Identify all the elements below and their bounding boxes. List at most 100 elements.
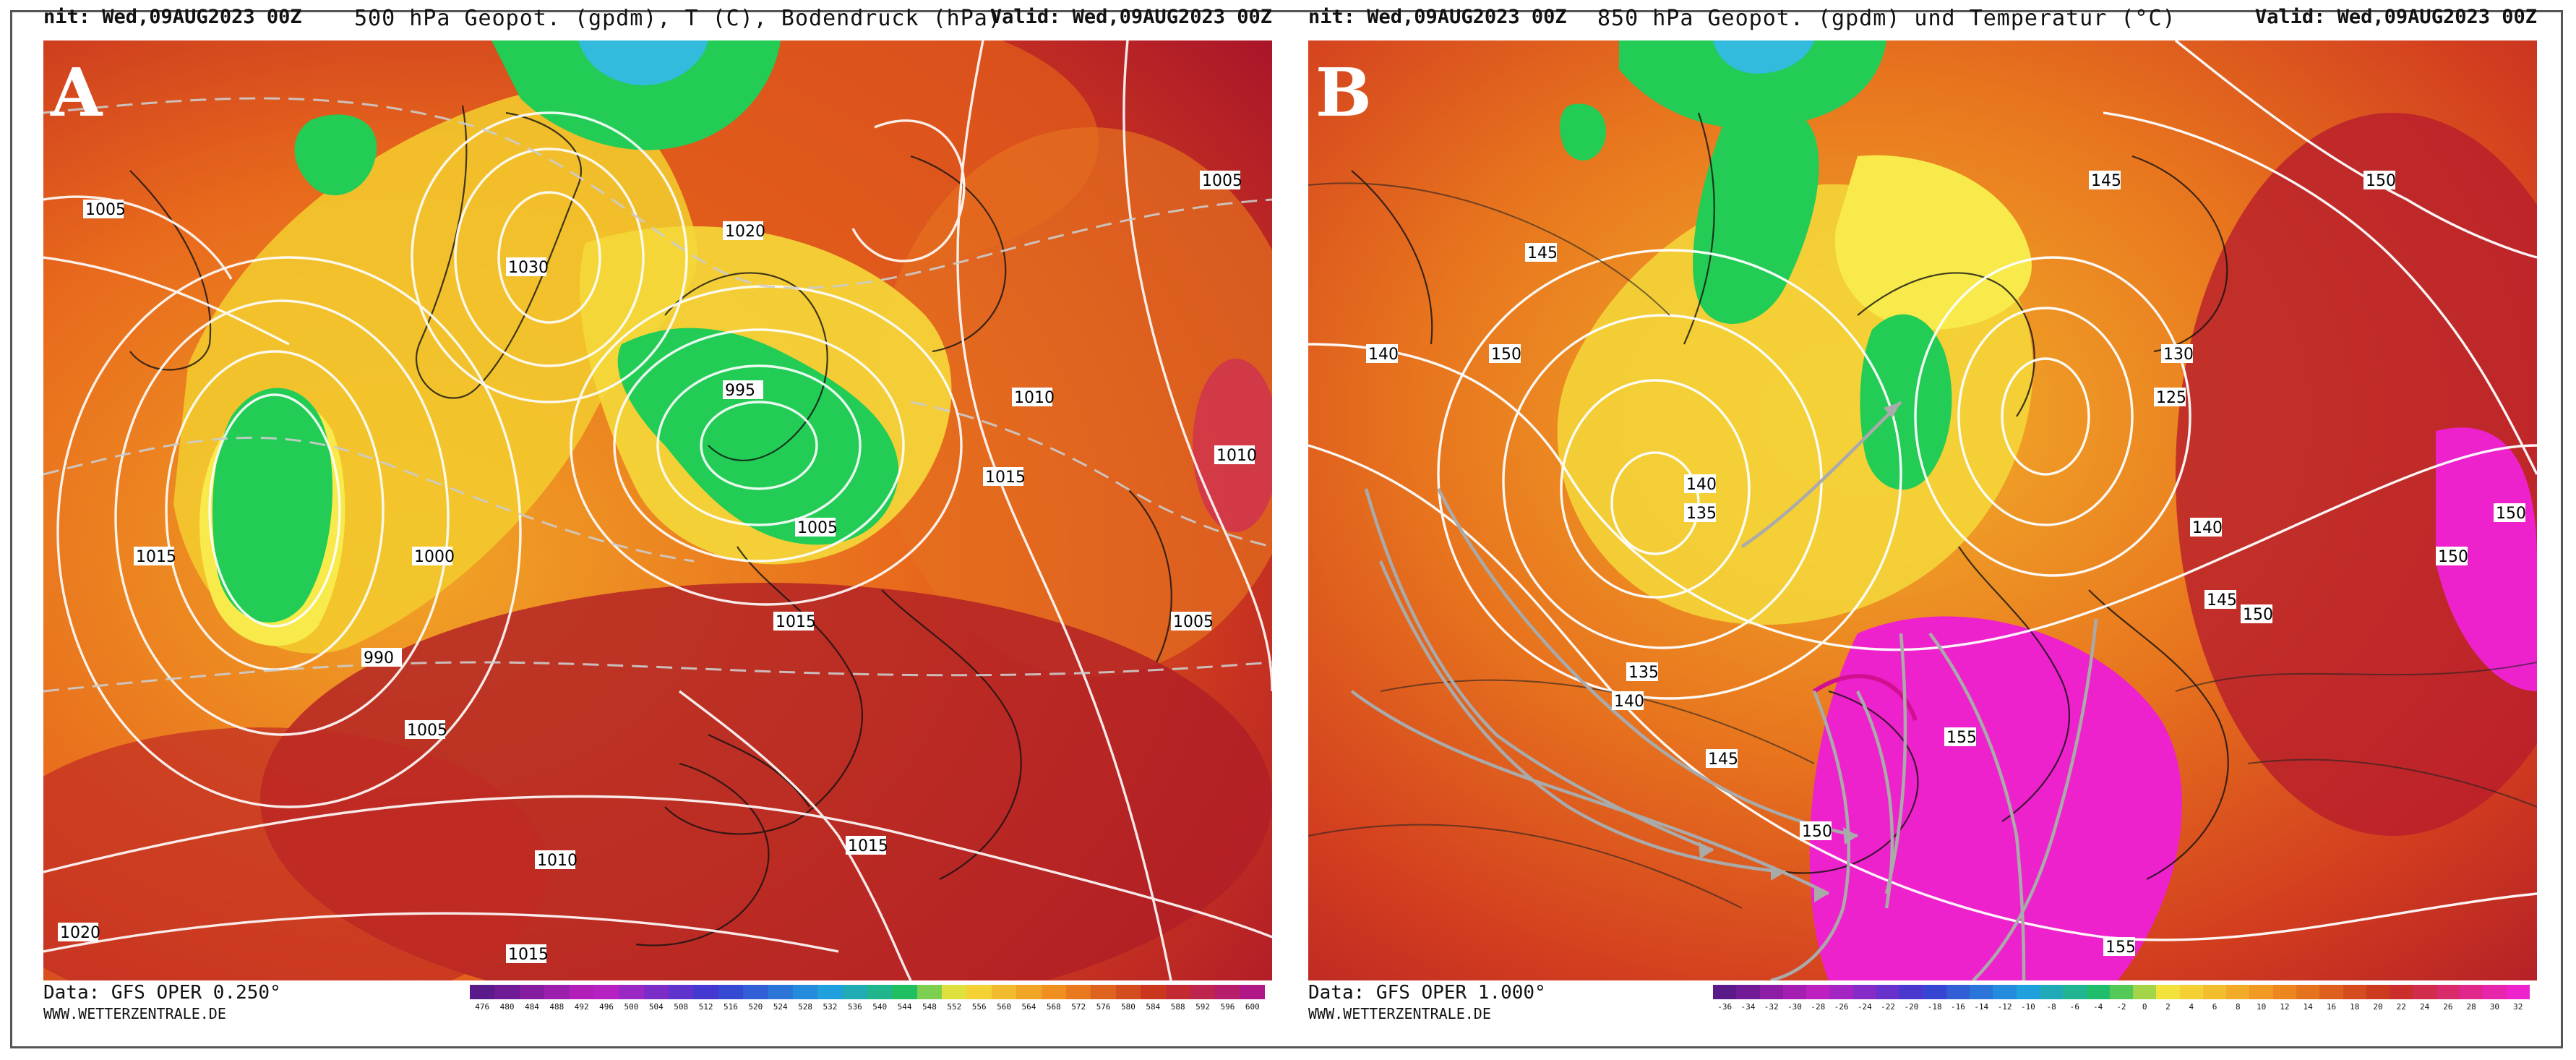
colorbar-swatch (743, 985, 768, 999)
colorbar-swatch (1713, 985, 1737, 999)
weather-map-500hpa: 1015 1005 1000 990 1005 1010 1015 1030 9… (43, 40, 1272, 980)
coastlines (129, 105, 1172, 946)
panel-b-footer: Data: GFS OPER 1.000° WWW.WETTERZENTRALE… (1308, 980, 2537, 1024)
colorbar-a-ticks: 476 480 484 488 492 496 500 504 508 512 516 520 524 5… (470, 1002, 1265, 1012)
cold-pool-arctic (491, 40, 781, 150)
panel-b: nit: Wed,09AUG2023 00Z 850 hPa Geopot. (… (1308, 6, 2537, 1022)
colorbar-swatch (1993, 985, 2017, 999)
colorbar-tick-label: 580 (1121, 1002, 1135, 1012)
colorbar-swatch (2226, 985, 2250, 999)
data-source: Data: GFS OPER 0.250° (43, 982, 281, 1004)
colorbar-swatch (1215, 985, 1240, 999)
colorbar-swatch (916, 985, 943, 999)
svg-text:150: 150 (2366, 172, 2396, 190)
panel-letter-b: B (1315, 54, 1372, 132)
colorbar-tick-label: 552 (947, 1002, 962, 1012)
svg-text:1000: 1000 (414, 548, 455, 566)
colorbar-swatch (1759, 985, 1783, 999)
colorbar-tick-label: 4 (2189, 1002, 2194, 1012)
colorbar-tick-label: -22 (1881, 1002, 1896, 1012)
cold-pool-west (212, 388, 332, 623)
panel-a: nit: Wed,09AUG2023 00Z 500 hPa Geopot. (… (43, 6, 1272, 1022)
colorbar-tick-label: 528 (798, 1002, 812, 1012)
colorbar-tick-label: 516 (724, 1002, 738, 1012)
weather-map-850hpa: 140 150 145 145 130 125 140 145 150 155 … (1308, 40, 2537, 980)
svg-text:995: 995 (725, 382, 755, 400)
svg-text:1020: 1020 (725, 223, 765, 241)
figure-frame (10, 10, 2563, 1048)
svg-text:150: 150 (1491, 346, 1521, 364)
colorbar-tick-label: 556 (971, 1002, 987, 1012)
colorbar-tick-label: 20 (2373, 1002, 2383, 1012)
colorbar-swatch (892, 985, 917, 999)
svg-text:140: 140 (2192, 519, 2223, 537)
colorbar-tick-label: 564 (1021, 1002, 1036, 1012)
svg-text:1010: 1010 (1014, 389, 1055, 407)
colorbar-swatch (817, 985, 843, 999)
colorbar-tick-label: -6 (2069, 1002, 2079, 1012)
colorbar-tick-label: 480 (499, 1002, 515, 1012)
colorbar-tick-label: 14 (2303, 1002, 2313, 1012)
colorbar-tick-label: 0 (2142, 1002, 2147, 1012)
cold-scandinavia (1860, 314, 1952, 490)
colorbar-swatch (2039, 985, 2064, 999)
map-title: 850 hPa Geopot. (gpdm) und Temperatur (°… (1597, 6, 2176, 31)
svg-text:1005: 1005 (407, 722, 447, 740)
colorbar-tick-label: 568 (1046, 1002, 1061, 1012)
svg-text:145: 145 (1527, 244, 1558, 262)
colorbar-swatch (792, 985, 818, 999)
colorbar-tick-label: 532 (823, 1002, 838, 1012)
trajectory-arrows (1350, 401, 2098, 980)
cold-pool-scandinavia (617, 328, 899, 545)
valid-time: Valid: Wed,09AUG2023 00Z (2254, 6, 2537, 28)
colorbar-swatch (966, 985, 992, 999)
panel-b-header: nit: Wed,09AUG2023 00Z 850 hPa Geopot. (… (1308, 0, 2537, 36)
colorbar-tick-label: 24 (2419, 1002, 2430, 1012)
colorbar-swatch (2506, 985, 2530, 999)
heat-core-east (2436, 427, 2537, 691)
colorbar-tick-label: 18 (2350, 1002, 2360, 1012)
colorbar-tick-label: -18 (1927, 1002, 1942, 1012)
colorbar-swatch (593, 985, 619, 999)
data-source: Data: GFS OPER 1.000° (1308, 982, 1546, 1004)
colorbar-swatch (569, 985, 594, 999)
colorbar-tick-label: -16 (1951, 1002, 1965, 1012)
colorbar-tick-label: 512 (698, 1002, 713, 1012)
colorbar-swatch (2483, 985, 2507, 999)
colorbar-swatch (1852, 985, 1876, 999)
init-time: nit: Wed,09AUG2023 00Z (1308, 6, 1567, 28)
colorbar-tick-label: 32 (2513, 1002, 2523, 1012)
panel-a-footer: Data: GFS OPER 0.250° WWW.WETTERZENTRALE… (43, 980, 1272, 1024)
isotherms (43, 97, 1272, 693)
colorbar-swatch (1165, 985, 1190, 999)
colorbar-tick-label: -34 (1740, 1002, 1756, 1012)
colorbar-swatch (1970, 985, 1993, 999)
colorbar-tick-label: -26 (1834, 1002, 1849, 1012)
colorbar-tick-label: 488 (549, 1002, 564, 1012)
colorbar-swatch (544, 985, 570, 999)
website: WWW.WETTERZENTRALE.DE (43, 1005, 226, 1022)
svg-text:1005: 1005 (85, 201, 126, 219)
colorbar-swatch (2063, 985, 2087, 999)
colorbar-tick-label: 6 (2212, 1002, 2217, 1012)
colorbar-tick-label: 30 (2489, 1002, 2500, 1012)
valid-time: Valid: Wed,09AUG2023 00Z (989, 6, 1272, 28)
panel-letter-a: A (51, 54, 103, 132)
colorbar-tick-label: 484 (525, 1002, 539, 1012)
colorbar-tick-label: 476 (475, 1002, 490, 1012)
colorbar-swatch (1190, 985, 1216, 999)
colorbar-swatch (1736, 985, 1760, 999)
contour-label-layer: 140 150 145 145 130 125 140 145 150 155 … (1366, 171, 2526, 957)
svg-text:150: 150 (2243, 606, 2273, 624)
colorbar-tick-label: 560 (997, 1002, 1011, 1012)
svg-text:145: 145 (1708, 751, 1738, 769)
svg-text:990: 990 (364, 649, 394, 667)
colorbar-swatch (2413, 985, 2437, 999)
colorbar-a (470, 985, 1265, 999)
svg-text:140: 140 (1368, 346, 1399, 364)
colorbar-swatch (494, 985, 520, 999)
colorbar-tick-label: 576 (1096, 1002, 1111, 1012)
svg-text:125: 125 (2156, 389, 2186, 407)
colorbar-swatch (470, 985, 495, 999)
colorbar-swatch (2319, 985, 2343, 999)
